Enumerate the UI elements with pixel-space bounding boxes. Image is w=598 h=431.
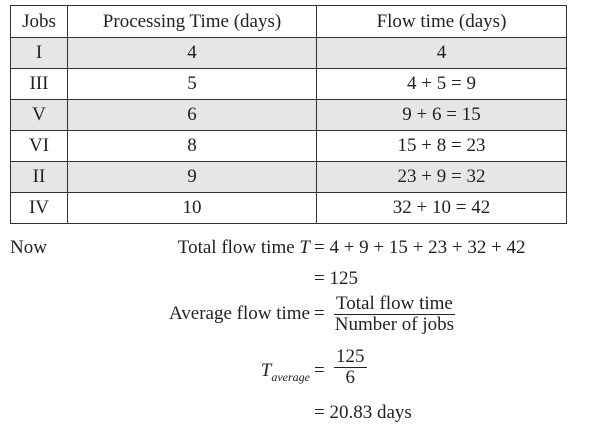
table-cell: 23 + 9 = 32	[316, 161, 567, 193]
table-cell: 9 + 6 = 15	[316, 99, 567, 131]
subscript: average	[271, 369, 310, 384]
header-row: Jobs Processing Time (days) Flow time (d…	[10, 5, 567, 38]
flow-table: Jobs Processing Time (days) Flow time (d…	[10, 5, 567, 224]
rhs: = 125	[314, 268, 358, 289]
denominator: Number of jobs	[334, 314, 455, 335]
label-text: Total flow time	[177, 237, 295, 258]
numerator: 125	[334, 346, 367, 368]
numerator: Total flow time	[334, 293, 455, 315]
intro: Now	[10, 237, 47, 258]
table-cell: 5	[67, 68, 317, 100]
header-cell: Processing Time (days)	[67, 5, 317, 38]
table-cell: 32 + 10 = 42	[316, 192, 567, 224]
fraction: 125 6	[334, 347, 367, 388]
label: Total flow time T	[0, 237, 310, 259]
table-row: II 9 23 + 9 = 32	[10, 161, 567, 193]
table-cell: 6	[67, 99, 317, 131]
header-cell: Flow time (days)	[316, 5, 567, 38]
label: Taverage	[0, 360, 310, 388]
equals: =	[314, 360, 325, 381]
table-cell: 15 + 8 = 23	[316, 130, 567, 162]
rhs: = 20.83 days	[314, 402, 412, 423]
table-cell: I	[10, 37, 68, 69]
table-cell: 4	[67, 37, 317, 69]
denominator: 6	[345, 367, 356, 388]
table-cell: II	[10, 161, 68, 193]
table-cell: 9	[67, 161, 317, 193]
table-cell: 10	[67, 192, 317, 224]
table-cell: III	[10, 68, 68, 100]
table-cell: VI	[10, 130, 68, 162]
table-cell: 4 + 5 = 9	[316, 68, 567, 100]
rhs: = 4 + 9 + 15 + 23 + 32 + 42	[314, 237, 526, 258]
table-row: III 5 4 + 5 = 9	[10, 68, 567, 100]
fraction: Total flow time Number of jobs	[334, 294, 455, 335]
header-cell: Jobs	[10, 5, 68, 38]
label: Average flow time	[168, 303, 310, 324]
table-cell: V	[10, 99, 68, 131]
table-row: IV 10 32 + 10 = 42	[10, 192, 567, 224]
symbol: T	[299, 237, 310, 258]
table-cell: 8	[67, 130, 317, 162]
symbol: T	[260, 360, 272, 381]
table-cell: 4	[316, 37, 567, 69]
equals: =	[314, 303, 325, 324]
table-cell: IV	[10, 192, 68, 224]
table-row: VI 8 15 + 8 = 23	[10, 130, 567, 162]
